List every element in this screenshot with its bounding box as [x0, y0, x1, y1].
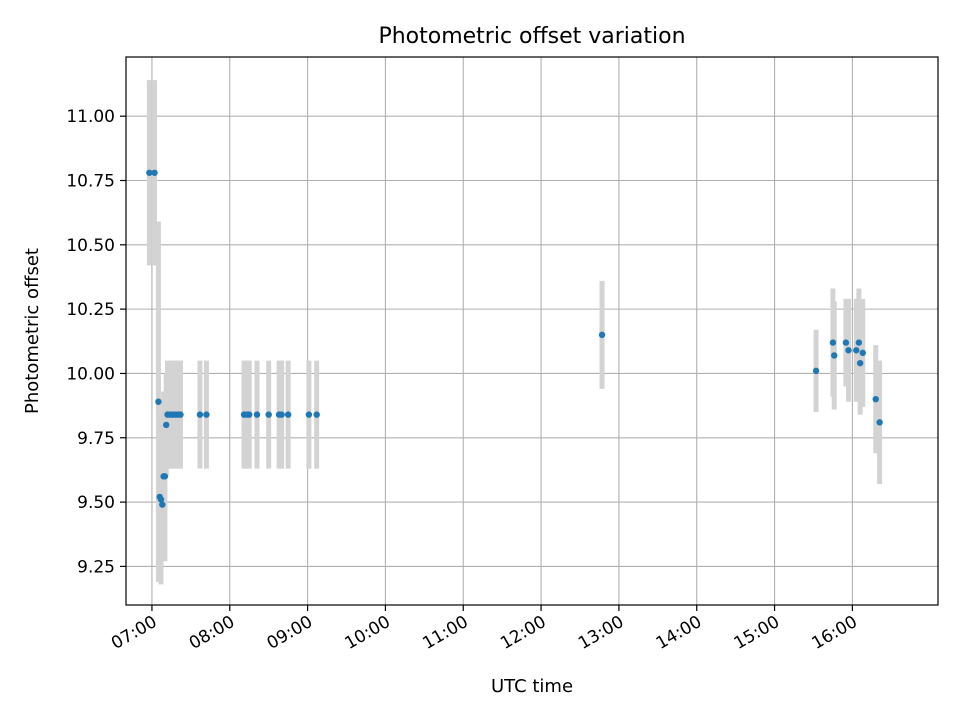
plot-frame — [125, 56, 939, 606]
grid-layer — [126, 57, 938, 605]
data-point — [278, 411, 285, 418]
data-point — [831, 352, 838, 359]
y-tick-label: 9.25 — [77, 557, 115, 577]
data-point — [246, 411, 253, 418]
data-point — [253, 411, 261, 418]
data-point — [161, 473, 169, 480]
data-point — [842, 339, 850, 346]
chart-title: Photometric offset variation — [378, 24, 685, 49]
data-point — [177, 411, 184, 418]
y-axis-ticks: 9.25 9.50 9.75 10.00 10.25 10.50 10.75 11.00 — [66, 107, 126, 577]
y-tick-label: 10.25 — [66, 300, 115, 320]
data-point — [855, 339, 863, 346]
data-point — [157, 496, 165, 503]
x-axis-label: UTC time — [491, 676, 573, 697]
data-point — [812, 367, 820, 375]
data-point — [284, 411, 292, 418]
data-point — [265, 411, 272, 418]
data-point — [196, 411, 204, 418]
data-point — [598, 331, 606, 339]
data-point — [313, 411, 320, 418]
data-point — [203, 411, 210, 418]
data-point — [845, 347, 852, 354]
data-point — [829, 339, 837, 346]
y-axis-label: Photometric offset — [22, 248, 43, 414]
data-point — [159, 501, 166, 508]
y-tick-label: 10.50 — [66, 236, 115, 256]
data-point — [151, 169, 158, 176]
data-point — [876, 419, 883, 426]
data-point — [856, 359, 864, 367]
data-point — [146, 169, 153, 176]
y-tick-label: 9.50 — [77, 493, 115, 513]
data-point — [163, 421, 170, 429]
y-tick-label: 9.75 — [77, 429, 115, 449]
data-point — [859, 349, 866, 357]
point-layer — [146, 169, 883, 508]
y-tick-label: 11.00 — [66, 107, 115, 127]
y-tick-label: 10.00 — [66, 364, 115, 384]
data-point — [305, 411, 313, 418]
data-point — [155, 398, 162, 405]
y-tick-label: 10.75 — [66, 171, 115, 191]
data-point — [853, 347, 860, 354]
data-point — [872, 395, 879, 403]
